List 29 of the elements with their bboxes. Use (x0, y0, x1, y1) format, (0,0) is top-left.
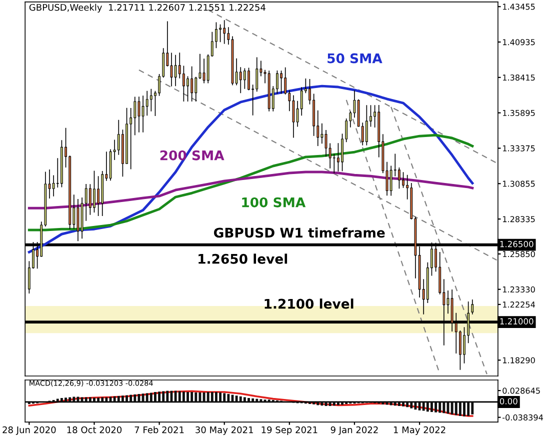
y-tick-label: 1.18290 (503, 357, 535, 364)
y-tick-label: 1.30855 (503, 180, 535, 187)
x-tick-label: 28 Jun 2020 (2, 426, 56, 435)
y-tick-label: 1.22254 (503, 302, 535, 308)
y-tick-label: 1.40935 (503, 39, 535, 46)
y-tick-label: 1.38415 (503, 74, 535, 81)
y-tick-label: 1.43455 (503, 4, 535, 10)
y-tick-label: 1.28335 (503, 216, 535, 222)
series-label: 50 SMA (328, 53, 382, 64)
ref-line-label: 1.26500 (500, 240, 534, 248)
y-tick-label: 1.33375 (503, 145, 535, 152)
y-tick-label: 1.25850 (503, 251, 535, 258)
x-tick-label: 18 Oct 2020 (67, 426, 122, 434)
annotation: 1.2100 level (264, 298, 354, 309)
x-tick-label: 30 May 2021 (196, 426, 253, 435)
annotation: 1.2650 level (198, 254, 288, 264)
ref-line-label: 1.21000 (500, 318, 534, 324)
ref-line-label: 0.00 (500, 398, 518, 404)
x-tick-label: 9 Jan 2022 (330, 426, 378, 435)
chart-title: GBPUSD,Weekly 1.21711 1.22607 1.21551 1.22254 (29, 4, 266, 13)
y-tick-label: -0.038394 (502, 414, 544, 421)
y-tick-label: 1.23330 (503, 286, 535, 293)
y-tick-label: 1.35895 (503, 110, 535, 116)
x-tick-label: 7 Feb 2021 (134, 426, 184, 434)
series-label: 100 SMA (242, 197, 306, 208)
y-tick-label: 0.028645 (502, 388, 540, 394)
x-tick-label: 1 May 2022 (394, 426, 446, 435)
x-tick-label: 19 Sep 2021 (262, 426, 318, 435)
annotation: GBPUSD W1 timeframe (214, 227, 385, 238)
